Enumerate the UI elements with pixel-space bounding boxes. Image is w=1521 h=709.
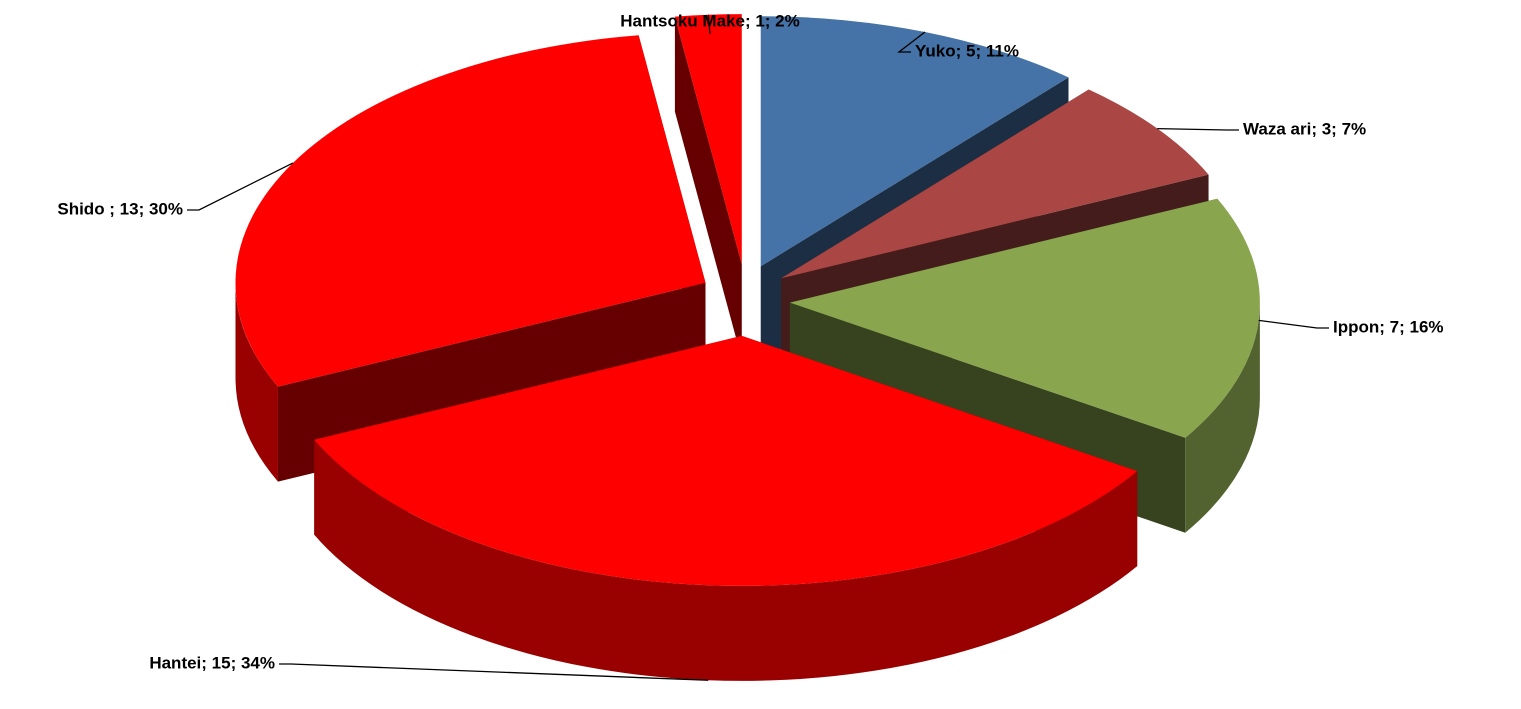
slice	[314, 335, 1138, 586]
slice-radial-side	[674, 16, 742, 360]
slice	[760, 16, 1069, 267]
slice-side	[314, 439, 1138, 681]
data-label: Yuko; 5; 11%	[915, 41, 1019, 60]
slice	[314, 335, 1138, 681]
leader-line	[1258, 319, 1329, 329]
slice-side	[235, 282, 278, 482]
slice	[789, 198, 1260, 438]
data-label: Ippon; 7; 16%	[1333, 317, 1444, 336]
leader-line	[1157, 127, 1239, 131]
slice	[781, 89, 1209, 279]
data-label: Hantsoku Make; 1; 2%	[620, 11, 800, 30]
leader-line	[897, 31, 926, 53]
leader-line	[279, 663, 709, 681]
leader-line	[707, 14, 711, 35]
slice	[235, 35, 706, 387]
data-label: Shido ; 13; 30%	[57, 199, 183, 218]
slice	[674, 14, 742, 360]
leader-line	[187, 162, 294, 211]
slice	[674, 14, 742, 265]
data-label: Waza ari; 3; 7%	[1243, 119, 1366, 138]
slice-side	[1185, 302, 1260, 533]
data-label: Hantei; 15; 34%	[149, 653, 275, 672]
